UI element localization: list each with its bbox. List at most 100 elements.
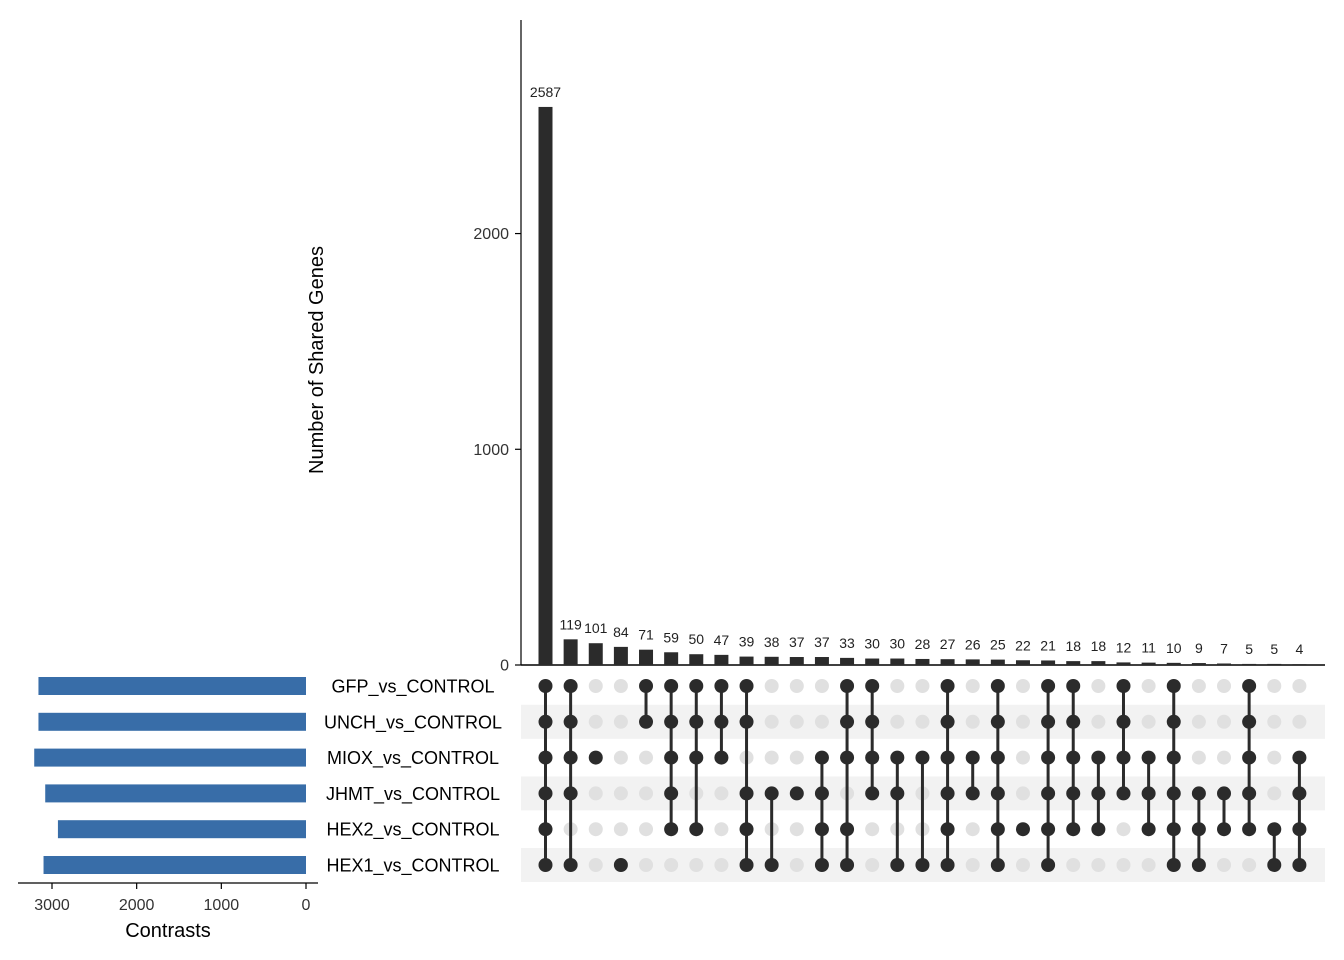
intersection-bar <box>613 646 628 665</box>
matrix-dot-active <box>1116 786 1131 801</box>
matrix-dot-active <box>739 858 754 872</box>
matrix-dot-inactive <box>764 750 779 765</box>
intersection-bar <box>840 657 855 665</box>
intersection-bar <box>1015 660 1030 665</box>
intersection-bar-label: 47 <box>714 632 730 648</box>
matrix-dot-inactive <box>1267 750 1282 765</box>
set-label: MIOX_vs_CONTROL <box>327 748 499 769</box>
matrix-dot-inactive <box>814 714 829 729</box>
matrix-dot-active <box>538 822 553 837</box>
matrix-dot-active <box>1041 786 1056 801</box>
intersection-bar-label: 38 <box>764 634 780 650</box>
matrix-dot-active <box>789 786 804 801</box>
matrix-dot-inactive <box>1267 714 1282 729</box>
matrix-dot-active <box>865 786 880 801</box>
matrix-dot-active <box>538 714 553 729</box>
intersection-bar <box>1116 662 1131 665</box>
matrix-dot-active <box>990 822 1005 837</box>
matrix-dot-active <box>1116 679 1131 693</box>
intersection-bar <box>764 656 779 665</box>
matrix-dot-inactive <box>764 714 779 729</box>
matrix-dot-inactive <box>689 858 704 872</box>
set-label: HEX1_vs_CONTROL <box>326 856 499 877</box>
intersection-axis-title: Number of Shared Genes <box>306 246 328 474</box>
matrix-dot-active <box>1217 786 1232 801</box>
set-size-bars <box>34 677 307 874</box>
matrix-dot-active <box>1041 679 1056 693</box>
intersection-bar <box>1267 663 1282 665</box>
matrix-dot-active <box>840 750 855 765</box>
matrix-dot-inactive <box>789 858 804 872</box>
matrix-dot-active <box>1066 679 1081 693</box>
matrix-dot-active <box>940 822 955 837</box>
matrix-dot-active <box>1066 822 1081 837</box>
matrix-dot-inactive <box>588 786 603 801</box>
matrix-dot-active <box>689 822 704 837</box>
intersection-bar-label: 7 <box>1220 640 1228 656</box>
matrix-dot-inactive <box>1217 858 1232 872</box>
matrix-dot-inactive <box>965 822 980 837</box>
matrix-dot-inactive <box>1015 714 1030 729</box>
intersection-bar <box>588 643 603 665</box>
intersection-bar <box>789 657 804 665</box>
intersection-bar <box>865 658 880 665</box>
matrix-dot-active <box>538 786 553 801</box>
set-label: GFP_vs_CONTROL <box>331 677 494 698</box>
matrix-dot-inactive <box>1242 858 1257 872</box>
matrix-dot-active <box>1292 822 1307 837</box>
matrix-dot-inactive <box>789 822 804 837</box>
matrix-dot-active <box>1242 750 1257 765</box>
matrix-dot-inactive <box>1091 714 1106 729</box>
matrix-dot-inactive <box>789 750 804 765</box>
matrix-dot-active <box>1141 822 1156 837</box>
matrix-dot-inactive <box>1217 750 1232 765</box>
matrix-dot-inactive <box>1267 786 1282 801</box>
matrix-dot-inactive <box>639 750 654 765</box>
matrix-dot-active <box>1066 714 1081 729</box>
matrix-dot-active <box>1242 679 1257 693</box>
matrix-dot-inactive <box>965 679 980 693</box>
matrix-dot-active <box>1292 858 1307 872</box>
intersection-bar <box>1191 663 1206 665</box>
intersection-bar-label: 10 <box>1166 640 1182 656</box>
set-size-bar <box>38 677 306 695</box>
matrix-dot-active <box>915 858 930 872</box>
matrix-dot-active <box>814 858 829 872</box>
intersection-bar <box>915 658 930 665</box>
matrix-dot-active <box>940 679 955 693</box>
matrix-dot-active <box>664 786 679 801</box>
matrix-dot-inactive <box>965 858 980 872</box>
intersection-bar-label: 4 <box>1296 641 1304 657</box>
matrix-dot-active <box>990 750 1005 765</box>
matrix-dot-active <box>1091 786 1106 801</box>
intersection-bar-label: 119 <box>559 616 582 632</box>
matrix-dot-active <box>1191 786 1206 801</box>
set-labels: GFP_vs_CONTROL UNCH_vs_CONTROL MIOX_vs_CON… <box>324 677 502 877</box>
intersection-bar-label: 18 <box>1091 638 1107 654</box>
matrix-dot-inactive <box>1141 858 1156 872</box>
matrix-dot-active <box>990 786 1005 801</box>
matrix-dot-active <box>689 714 704 729</box>
intersection-size-axis: 0 1000 2000 <box>473 20 1325 675</box>
matrix-dot-active <box>563 786 578 801</box>
intersection-bar-label: 39 <box>739 634 755 650</box>
matrix-dot-inactive <box>613 786 628 801</box>
matrix-dot-active <box>1242 786 1257 801</box>
y-tick-label: 2000 <box>473 226 509 243</box>
set-axis-tick-label: 3000 <box>34 897 70 914</box>
matrix-dot-inactive <box>1191 679 1206 693</box>
matrix-dot-active <box>1242 822 1257 837</box>
matrix-dot-inactive <box>1267 679 1282 693</box>
intersection-bar-label: 2587 <box>530 84 561 100</box>
matrix-dot-active <box>1242 714 1257 729</box>
matrix-dot-active <box>1116 714 1131 729</box>
matrix-dot-active <box>664 822 679 837</box>
matrix-dot-inactive <box>1066 858 1081 872</box>
matrix-dot-active <box>563 750 578 765</box>
matrix-dot-active <box>538 750 553 765</box>
matrix-dot-active <box>840 679 855 693</box>
set-size-axis: 3000 2000 1000 0 <box>18 882 318 914</box>
matrix-dot-active <box>1267 858 1282 872</box>
intersection-bar <box>1242 663 1257 665</box>
matrix-dot-inactive <box>588 822 603 837</box>
